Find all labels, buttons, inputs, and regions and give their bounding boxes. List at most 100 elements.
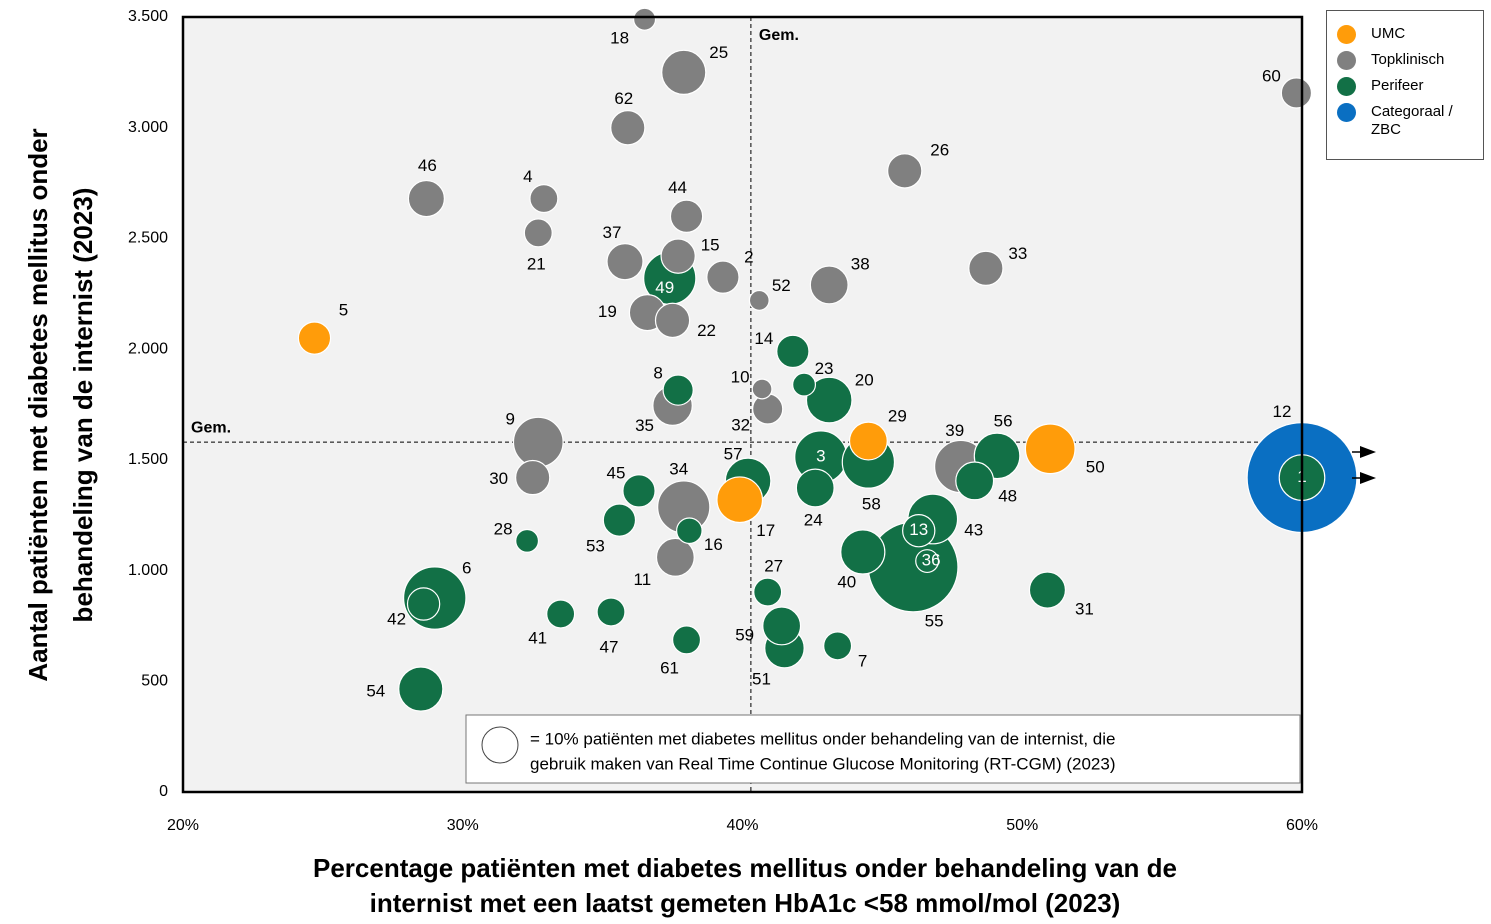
x-axis-title: internist met een laatst gemeten HbA1c <… [370,888,1121,918]
bubble [523,218,553,248]
bubble [669,199,704,233]
legend-item: Perifeer [1337,77,1483,96]
bubble-label: 22 [697,321,716,340]
bubble [407,179,445,218]
bubble [805,376,853,424]
bubble-label: 21 [527,254,546,273]
bubble-label: 40 [837,572,856,591]
bubble-label: 55 [925,612,944,631]
size-legend-box [465,714,1301,784]
bubble [748,289,770,311]
y-tick-label: 2.500 [128,230,168,247]
bubble-label: 11 [634,570,652,589]
bubble-label: 60 [1262,66,1281,85]
bubble [968,250,1004,286]
bubble-label: 45 [607,463,626,482]
bubble-label: 53 [586,537,605,556]
bubble-label: 35 [635,416,654,435]
bubble [398,666,444,712]
bubble [655,537,695,577]
legend-label: UMC [1371,25,1406,42]
bubble-label: 52 [772,276,791,295]
bubble [406,587,441,621]
bubble-label: 32 [731,415,750,434]
x-axis-title: Percentage patiënten met diabetes mellit… [313,853,1177,883]
x-tick-label: 40% [726,817,758,834]
y-tick-label: 3.500 [128,8,168,25]
bubble-label: 57 [724,444,743,463]
bubble-label: 41 [528,628,547,647]
bubble-label: 8 [653,364,662,383]
bubble [602,503,637,537]
bubble [840,529,886,575]
bubble [1028,571,1067,609]
y-tick-label: 2.000 [128,340,168,357]
bubble-label: 7 [858,651,867,670]
bubble [752,393,784,425]
bubble [915,549,940,574]
bubble [606,243,644,281]
bubble [662,374,694,406]
bubble [809,265,849,305]
average-label: Gem. [191,419,231,436]
size-legend-text: gebruik maken van Real Time Continue Glu… [530,754,1116,773]
y-axis-title: behandeling van de internist (2023) [68,188,98,623]
bubble-label: 36 [922,551,941,570]
bubble [776,334,810,369]
x-tick-label: 50% [1006,817,1038,834]
bubble [848,421,888,461]
bubble-label: 17 [756,521,775,540]
bubble [672,625,702,655]
bubble [762,606,802,646]
bubble [823,631,853,661]
y-tick-label: 500 [141,673,168,690]
bubble-label: 26 [930,140,949,159]
bubble [706,260,740,294]
legend-swatch [1337,77,1356,96]
x-tick-label: 60% [1286,817,1318,834]
bubble-label: 20 [855,371,874,390]
bubble-label: 3 [816,446,825,465]
bubble-label: 13 [909,520,928,539]
bubble [795,468,835,508]
bubble [515,459,551,496]
legend-swatch [1337,25,1356,44]
bubble-label: 54 [366,682,385,701]
bubble [1280,77,1313,109]
bubble [610,110,646,146]
bubble-label: 62 [614,89,633,108]
bubble-label: 9 [506,410,515,429]
bubble-label: 59 [735,625,754,644]
bubble-label: 38 [851,254,870,273]
bubble [716,476,764,524]
bubble [661,49,707,96]
bubble-label: 23 [815,359,834,378]
bubble-label: 31 [1075,600,1094,619]
bubble-label: 44 [668,178,687,197]
bubble [753,577,783,607]
bubble-label: 30 [489,469,508,488]
bubble [622,474,656,508]
bubble-label: 37 [603,223,622,242]
bubble [633,7,657,31]
size-legend-text: = 10% patiënten met diabetes mellitus on… [530,729,1115,748]
bubble [512,416,564,468]
bubble [1024,423,1076,475]
bubble-label: 29 [888,407,907,426]
bubble [902,514,936,548]
bubble-label: 34 [669,460,688,479]
bubble-label: 18 [610,29,629,48]
bubble-label: 6 [462,559,471,578]
y-tick-label: 3.000 [128,119,168,136]
bubble [515,528,540,553]
legend-item: Categoraal / ZBC [1337,103,1483,139]
bubble-label: 46 [418,156,437,175]
average-label: Gem. [759,27,799,44]
bubble-label: 19 [598,302,617,321]
legend-item: UMC [1337,25,1483,44]
bubble [792,372,817,397]
bubble-label: 51 [752,670,771,689]
bubble-label: 2 [744,248,753,267]
legend-item: Topklinisch [1337,51,1483,70]
